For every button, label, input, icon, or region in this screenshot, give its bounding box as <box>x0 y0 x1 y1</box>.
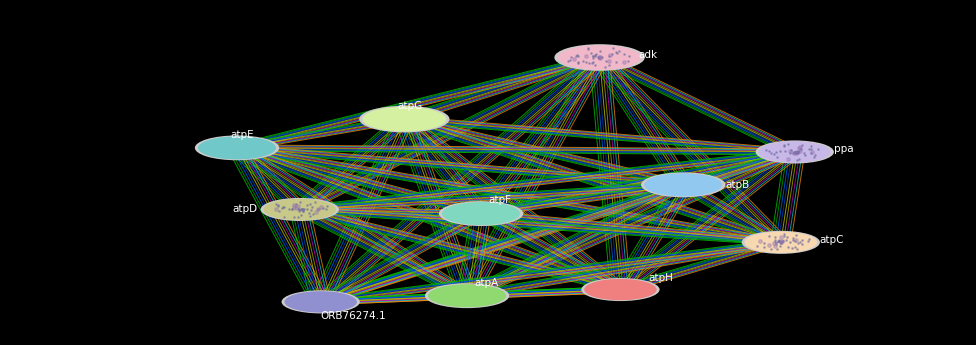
Text: ppa: ppa <box>834 144 853 154</box>
Text: atpC: atpC <box>820 235 844 245</box>
Circle shape <box>261 198 339 221</box>
Circle shape <box>755 140 834 164</box>
Circle shape <box>557 45 641 70</box>
Circle shape <box>428 284 507 307</box>
Text: atpH: atpH <box>648 273 673 283</box>
Text: adk: adk <box>638 50 658 60</box>
Circle shape <box>745 231 817 253</box>
Circle shape <box>359 106 450 132</box>
Circle shape <box>585 279 657 300</box>
Circle shape <box>439 201 523 226</box>
Circle shape <box>198 136 276 159</box>
Circle shape <box>582 278 660 301</box>
Text: ORB76274.1: ORB76274.1 <box>321 311 386 321</box>
Circle shape <box>425 283 509 308</box>
Circle shape <box>742 231 820 254</box>
Circle shape <box>641 172 725 197</box>
Circle shape <box>284 291 357 313</box>
Text: atpE: atpE <box>230 130 254 140</box>
Text: atpG: atpG <box>397 101 423 111</box>
Text: atpA: atpA <box>474 278 499 288</box>
Circle shape <box>758 141 831 162</box>
Circle shape <box>554 44 645 71</box>
Circle shape <box>442 202 520 225</box>
Circle shape <box>195 136 279 160</box>
Circle shape <box>281 290 360 313</box>
Circle shape <box>264 199 336 220</box>
Text: atpD: atpD <box>233 205 258 215</box>
Circle shape <box>644 173 722 196</box>
Text: atpF: atpF <box>488 195 511 205</box>
Text: atpB: atpB <box>725 180 750 190</box>
Circle shape <box>362 107 446 131</box>
